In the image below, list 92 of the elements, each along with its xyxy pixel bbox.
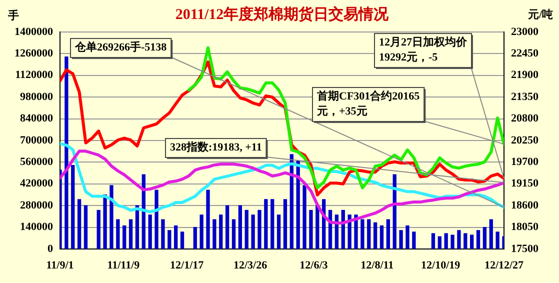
bar	[309, 210, 313, 249]
y-axis-title: 手	[7, 8, 19, 22]
y2-tick-label: 18050	[511, 221, 539, 234]
y-tick-label: 280000	[20, 199, 54, 212]
bar	[244, 210, 248, 249]
y-tick-label: 1260000	[14, 48, 54, 60]
bar	[431, 233, 436, 249]
bar	[399, 230, 403, 249]
bar	[457, 230, 461, 249]
bar	[103, 194, 107, 249]
x-tick-label: 12/1/17	[170, 259, 204, 272]
y2-tick-label: 20250	[511, 134, 539, 146]
bar	[316, 205, 320, 249]
annotation: 328指数:19183, +11	[170, 140, 262, 154]
y-tick-label: 1400000	[14, 26, 54, 38]
bar	[212, 219, 216, 249]
annotation: 12月27日加权均价19292元，-5	[379, 35, 468, 64]
bar	[450, 234, 454, 249]
x-tick-label: 12/8/11	[360, 259, 394, 272]
bar	[238, 205, 242, 249]
x-tick-label: 11/9/1	[46, 259, 74, 272]
bar	[406, 225, 410, 249]
bar	[476, 230, 480, 249]
bar	[206, 190, 210, 249]
chart-title: 2011/12年度郑棉期货日交易情况	[175, 4, 390, 23]
bar	[84, 205, 88, 249]
bar	[438, 236, 442, 249]
y2-tick-label: 19150	[511, 178, 539, 190]
bar	[168, 230, 172, 249]
annotation: 首期CF301合约20165元，+35元	[316, 89, 420, 118]
y-tick-label: 560000	[20, 156, 54, 168]
y2-tick-label: 22450	[511, 48, 539, 60]
bar	[122, 225, 126, 249]
x-tick-label: 12/3/26	[233, 259, 268, 272]
y2-tick-label: 18600	[511, 199, 539, 212]
y-tick-label: 1120000	[15, 69, 54, 82]
bar	[161, 219, 165, 249]
bar	[302, 185, 306, 249]
bar	[96, 210, 100, 249]
y-tick-label: 140000	[20, 221, 54, 234]
bar	[148, 214, 152, 249]
bar	[360, 219, 364, 249]
y2-tick-label: 20800	[511, 112, 539, 125]
bar	[386, 219, 390, 249]
bar	[412, 232, 416, 249]
bar	[77, 199, 82, 249]
y2-tick-label: 19700	[511, 156, 539, 168]
bar	[348, 214, 352, 249]
bar	[219, 214, 223, 249]
y-tick-label: 420000	[20, 178, 54, 190]
bar	[470, 234, 474, 249]
annotation: 仓单269266手-5138	[74, 40, 168, 54]
bar	[154, 190, 158, 249]
bar	[251, 214, 255, 249]
bar	[373, 222, 378, 249]
bar	[444, 233, 448, 249]
bar	[496, 232, 500, 249]
bar	[489, 219, 493, 249]
bar	[110, 185, 114, 249]
bar	[174, 225, 178, 249]
y-tick-label: 700000	[20, 134, 54, 146]
x-tick-label: 12/10/19	[421, 259, 461, 272]
x-tick-label: 12/6/3	[300, 259, 328, 272]
bar	[380, 225, 384, 249]
bar	[482, 226, 487, 249]
bar	[128, 219, 133, 249]
bar	[64, 56, 68, 249]
bar	[116, 219, 120, 249]
bar	[283, 199, 288, 249]
bar	[367, 219, 371, 249]
y-tick-label: 980000	[20, 90, 54, 103]
y2-tick-label: 23000	[511, 26, 539, 38]
bar	[270, 199, 274, 249]
y2-tick-label: 17500	[511, 242, 539, 255]
bar	[276, 214, 281, 249]
bar	[71, 164, 75, 249]
bar	[225, 205, 230, 249]
y2-tick-label: 21350	[511, 90, 539, 103]
bar	[258, 210, 262, 249]
bar	[232, 219, 236, 249]
bar	[264, 199, 268, 249]
y-tick-label: 0	[48, 242, 54, 255]
bar	[200, 214, 204, 249]
bar	[464, 233, 468, 249]
y-tick-label: 840000	[20, 112, 54, 125]
bar	[354, 214, 358, 249]
bar	[180, 232, 184, 249]
x-tick-label: 12/12/27	[484, 259, 524, 272]
bar	[193, 226, 197, 249]
y2-tick-label: 21900	[511, 69, 539, 82]
y2-axis-title: 元/吨	[526, 8, 553, 21]
x-tick-label: 11/11/9	[107, 259, 140, 272]
